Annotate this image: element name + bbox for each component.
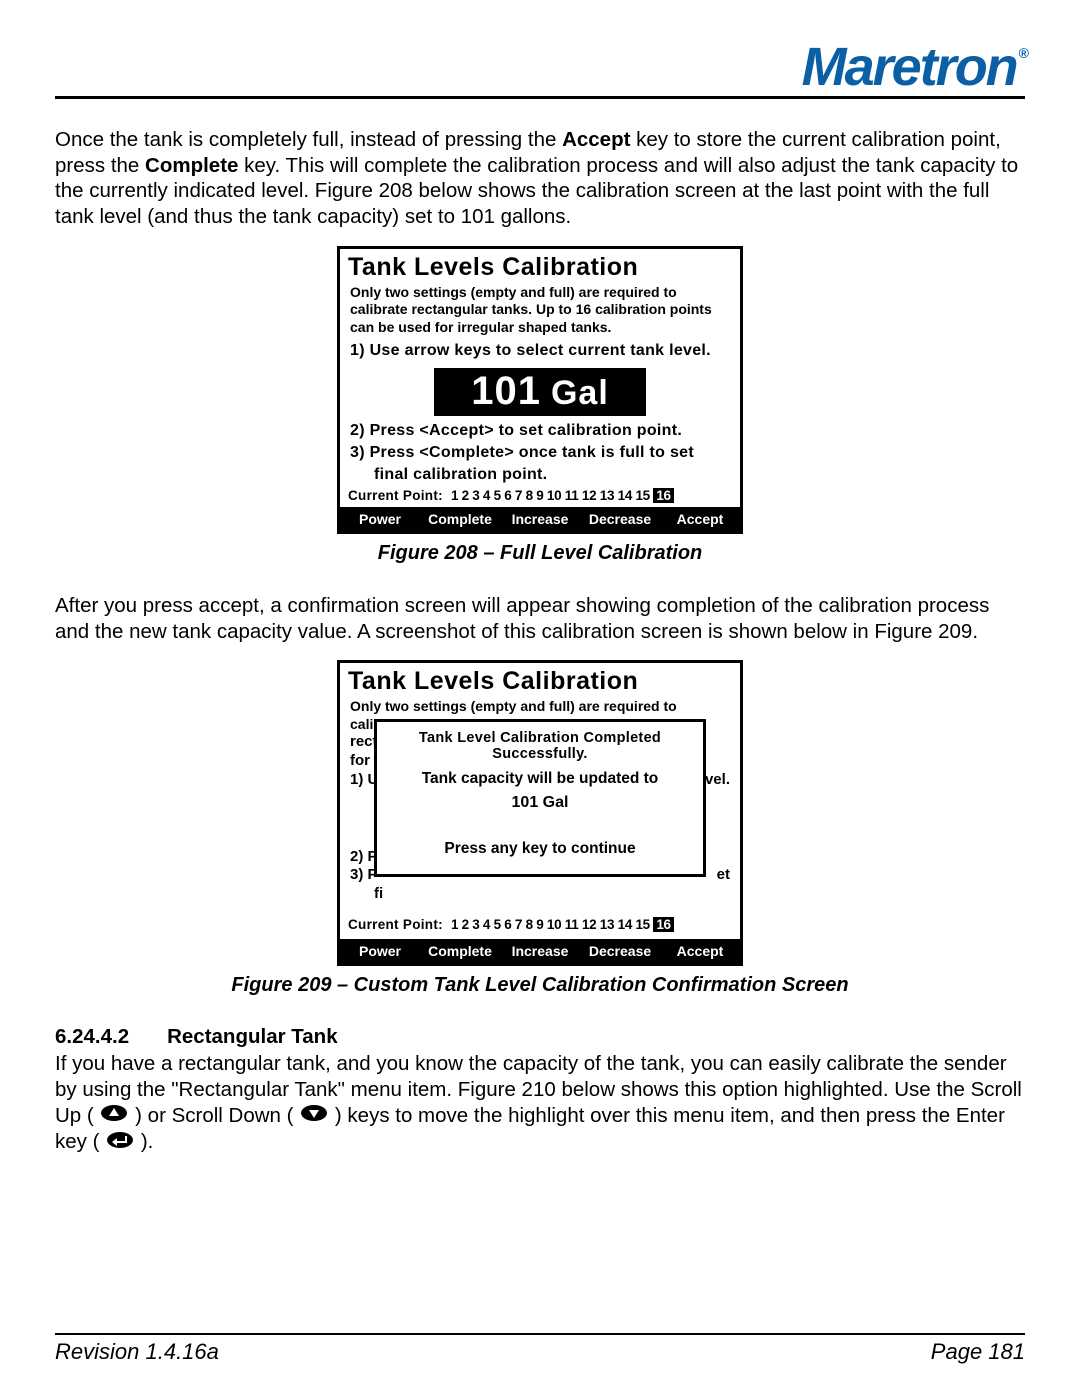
softkey-decrease[interactable]: Decrease bbox=[580, 939, 660, 963]
device-step-1: 1) Use arrow keys to select current tank… bbox=[340, 340, 740, 362]
current-point-label: Current Point: bbox=[348, 917, 443, 932]
page: Maretron® Once the tank is completely fu… bbox=[0, 0, 1080, 1397]
softkey-power[interactable]: Power bbox=[340, 939, 420, 963]
figure-209-device: Tank Levels Calibration Only two setting… bbox=[337, 660, 743, 966]
reading-unit: Gal bbox=[551, 374, 609, 412]
softkey-decrease[interactable]: Decrease bbox=[580, 507, 660, 531]
softkey-bar: Power Complete Increase Decrease Accept bbox=[340, 507, 740, 531]
cp-prefix: 1 2 3 4 5 6 7 8 9 10 11 12 13 14 15 bbox=[451, 488, 650, 503]
popup-line3: 101 Gal bbox=[383, 794, 697, 812]
popup-line1: Tank Level Calibration Completed Success… bbox=[383, 730, 697, 762]
current-point-row: Current Point: 1 2 3 4 5 6 7 8 9 10 11 1… bbox=[340, 915, 740, 936]
bg-peek: fi bbox=[340, 885, 393, 904]
softkey-power[interactable]: Power bbox=[340, 507, 420, 531]
revision-label: Revision 1.4.16a bbox=[55, 1339, 219, 1365]
bg-peek: et bbox=[707, 866, 740, 885]
popup-line4: Press any key to continue bbox=[383, 840, 697, 858]
figure-208-caption: Figure 208 – Full Level Calibration bbox=[55, 542, 1025, 565]
cp-current: 16 bbox=[653, 488, 673, 503]
p1-bold-accept: Accept bbox=[562, 128, 630, 151]
softkey-complete[interactable]: Complete bbox=[420, 939, 500, 963]
softkey-bar: Power Complete Increase Decrease Accept bbox=[340, 939, 740, 963]
current-point-label: Current Point: bbox=[348, 488, 443, 503]
sec-text-b: ) or Scroll Down ( bbox=[135, 1104, 293, 1127]
scroll-up-icon bbox=[99, 1103, 129, 1129]
p1-bold-complete: Complete bbox=[145, 154, 238, 177]
page-number: Page 181 bbox=[931, 1339, 1025, 1365]
enter-key-icon bbox=[105, 1130, 135, 1156]
paragraph-2: After you press accept, a confirmation s… bbox=[55, 593, 1025, 644]
page-footer: Revision 1.4.16a Page 181 bbox=[55, 1333, 1025, 1365]
section-paragraph: If you have a rectangular tank, and you … bbox=[55, 1051, 1025, 1155]
device-step-3b: final calibration point. bbox=[340, 464, 740, 486]
brand-logo: Maretron® bbox=[802, 40, 1025, 94]
section-number: 6.24.4.2 bbox=[55, 1025, 129, 1048]
scroll-down-icon bbox=[299, 1103, 329, 1129]
p1-text-1: Once the tank is completely full, instea… bbox=[55, 128, 562, 151]
device-title: Tank Levels Calibration bbox=[340, 249, 740, 284]
current-point-row: Current Point: 1 2 3 4 5 6 7 8 9 10 11 1… bbox=[340, 486, 740, 507]
figure-209-caption: Figure 209 – Custom Tank Level Calibrati… bbox=[55, 974, 1025, 997]
cp-current: 16 bbox=[653, 917, 673, 932]
registered-mark: ® bbox=[1019, 45, 1027, 61]
device-subtext: Only two settings (empty and full) are r… bbox=[340, 284, 740, 341]
popup-line2: Tank capacity will be updated to bbox=[383, 770, 697, 788]
softkey-increase[interactable]: Increase bbox=[500, 507, 580, 531]
page-header: Maretron® bbox=[55, 40, 1025, 99]
device-title: Tank Levels Calibration bbox=[340, 663, 740, 698]
figure-208-device: Tank Levels Calibration Only two setting… bbox=[337, 246, 743, 535]
current-point-values: 1 2 3 4 5 6 7 8 9 10 11 12 13 14 15 16 bbox=[451, 917, 732, 932]
confirmation-popup: Tank Level Calibration Completed Success… bbox=[374, 719, 706, 877]
softkey-increase[interactable]: Increase bbox=[500, 939, 580, 963]
softkey-complete[interactable]: Complete bbox=[420, 507, 500, 531]
cp-prefix: 1 2 3 4 5 6 7 8 9 10 11 12 13 14 15 bbox=[451, 917, 650, 932]
current-point-values: 1 2 3 4 5 6 7 8 9 10 11 12 13 14 15 16 bbox=[451, 488, 732, 503]
paragraph-1: Once the tank is completely full, instea… bbox=[55, 127, 1025, 230]
brand-name: Maretron bbox=[802, 37, 1017, 97]
section-title: Rectangular Tank bbox=[167, 1025, 338, 1048]
section-heading: 6.24.4.2 Rectangular Tank bbox=[55, 1025, 1025, 1049]
device-step-2: 2) Press <Accept> to set calibration poi… bbox=[340, 420, 740, 442]
softkey-accept[interactable]: Accept bbox=[660, 507, 740, 531]
device-reading: 101 Gal bbox=[434, 368, 646, 416]
sec-text-d: ). bbox=[141, 1130, 154, 1153]
softkey-accept[interactable]: Accept bbox=[660, 939, 740, 963]
reading-value: 101 bbox=[471, 369, 541, 413]
device-step-3a: 3) Press <Complete> once tank is full to… bbox=[340, 442, 740, 464]
